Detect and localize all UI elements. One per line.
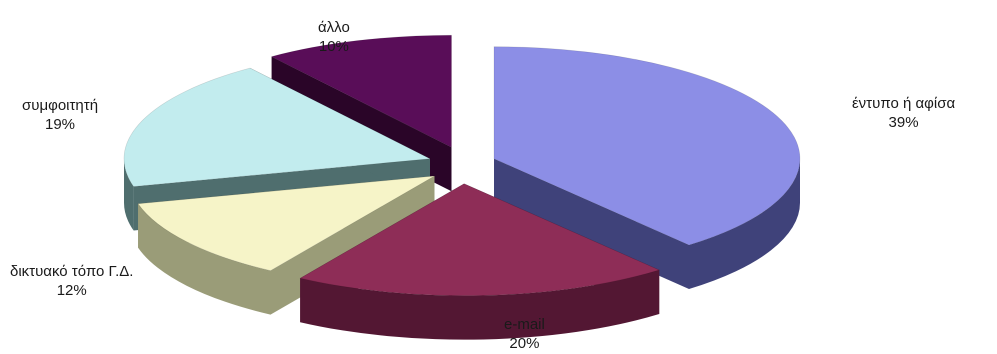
slice-percent-email: 20% [509,335,540,352]
pie-slice-website [137,175,435,271]
slice-wall-end-print [494,158,689,289]
slice-percent-other: 10% [318,38,349,55]
slice-label-email: e-mail 20% [504,315,545,353]
slice-percent-classmate: 19% [45,116,76,133]
pie-slice-other [270,34,452,148]
slice-name-classmate: συμφοιτητή [22,97,99,114]
slice-name-print: έντυπο ή αφίσα [852,95,956,112]
slice-rim-classmate [124,158,134,231]
slice-name-email: e-mail [504,316,545,333]
slice-rim-website [138,203,271,315]
slice-label-classmate: συμφοιτητή 19% [22,96,98,134]
slice-name-website: δικτυακό τόπο Γ.Δ. [10,263,134,280]
pie-slice-print [493,46,801,246]
slice-label-print: έντυπο ή αφίσα 39% [852,94,955,132]
pie-slice-classmate [123,67,432,187]
slice-percent-website: 12% [56,282,87,299]
slice-rim-email [300,270,660,340]
slice-label-other: άλλο 10% [318,18,350,56]
slice-label-website: δικτυακό τόπο Γ.Δ. 12% [10,262,133,300]
slice-rim-print [689,158,800,289]
pie-slice-email [299,183,661,296]
slice-percent-print: 39% [888,114,919,131]
slice-name-other: άλλο [318,19,350,36]
